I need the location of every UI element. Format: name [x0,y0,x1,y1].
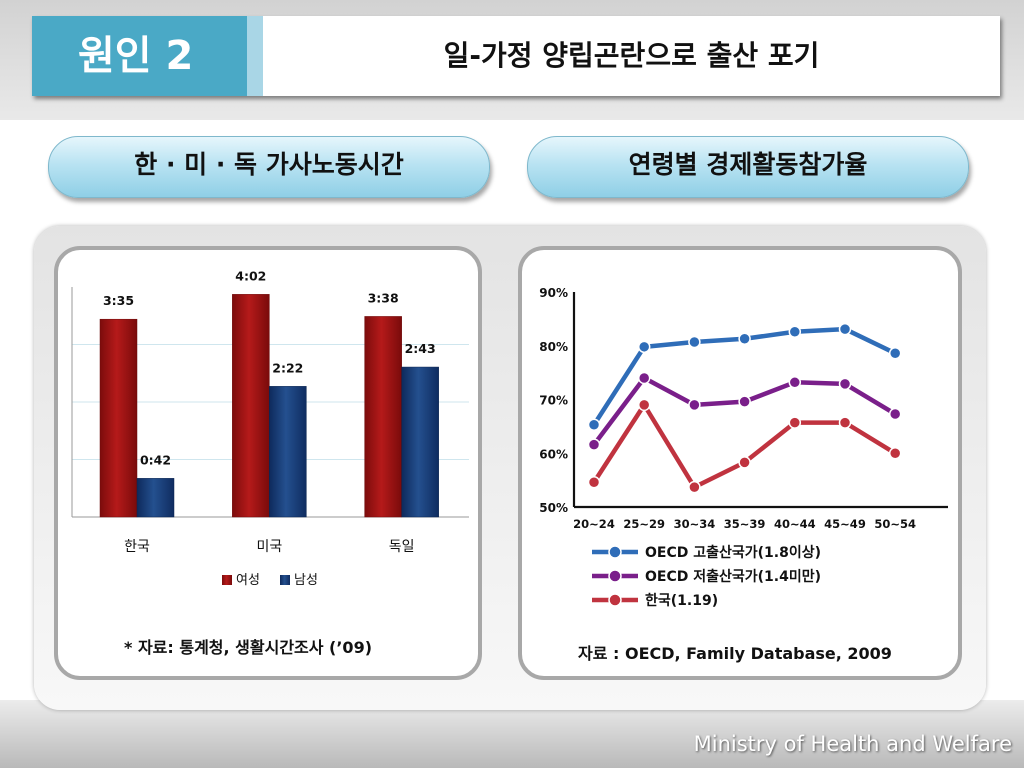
data-point [637,340,651,354]
data-point [637,371,651,385]
legend-swatch [280,575,290,585]
data-point [788,416,802,429]
x-tick-label: 50~54 [874,517,916,531]
data-point [888,347,902,360]
bar-data-label: 3:38 [368,290,399,305]
bar-data-label: 4:02 [235,268,266,283]
data-point [788,325,802,339]
x-tick-label: 30~34 [674,517,716,531]
legend-label: OECD 고출산국가(1.8이상) [645,544,821,561]
data-point [738,395,751,408]
bar [364,316,402,518]
data-point [688,398,701,412]
y-tick-label: 80% [539,340,568,354]
data-point [838,377,852,391]
bar [99,318,138,518]
bar-data-label: 2:43 [405,341,436,356]
data-point [838,322,852,336]
data-point [838,416,852,429]
data-point [888,447,902,460]
x-tick-label: 35~39 [724,517,766,531]
x-tick-label: 미국 [256,539,282,555]
data-point [738,332,751,346]
footer-background [0,700,1024,768]
bar-data-label: 0:42 [140,452,171,467]
right-source-note: 자료 : OECD, Family Database, 2009 [578,644,892,663]
data-point [688,480,701,494]
x-tick-label: 한국 [124,539,150,555]
x-tick-label: 40~44 [774,517,816,531]
bar [136,478,175,518]
data-point [587,438,601,451]
bar [232,294,270,518]
data-point [637,398,651,412]
legend-marker [608,545,622,559]
left-section-heading: 한 · 미 · 독 가사노동시간 [48,136,490,198]
data-point [738,456,751,469]
bar-data-label: 2:22 [272,360,303,375]
left-source-note: * 자료: 통계청, 생활시간조사 (’09) [124,638,373,657]
y-tick-label: 90% [539,286,568,300]
legend-marker [608,593,622,607]
legend-label: 여성 [236,573,260,588]
bar [269,386,307,518]
series-line [592,402,897,490]
legend-swatch [222,575,232,585]
bar [401,366,439,518]
x-tick-label: 독일 [389,539,415,555]
y-tick-label: 60% [539,447,568,461]
page-title: 일-가정 양립곤란으로 출산 포기 [443,39,820,72]
y-tick-label: 70% [539,394,568,408]
x-tick-label: 45~49 [824,517,866,531]
legend-marker [608,569,622,583]
data-point [587,476,601,489]
title-stripe [247,16,263,96]
footer-ministry-label: Ministry of Health and Welfare [693,732,1012,756]
data-point [688,335,701,349]
bar-data-label: 3:35 [103,293,134,308]
data-point [788,376,802,389]
x-tick-label: 20~24 [573,517,615,531]
legend-label: 한국(1.19) [645,593,718,609]
right-section-heading: 연령별 경제활동참가율 [527,136,969,198]
data-point [587,418,601,432]
title-bar: 원인 2 일-가정 양립곤란으로 출산 포기 [32,16,1000,96]
y-tick-label: 50% [539,501,568,515]
legend-label: OECD 저출산국가(1.4미만) [645,568,821,585]
data-point [888,407,902,421]
cause-label: 원인 2 [32,16,247,96]
legend-label: 남성 [294,573,318,588]
x-tick-label: 25~29 [623,517,665,531]
